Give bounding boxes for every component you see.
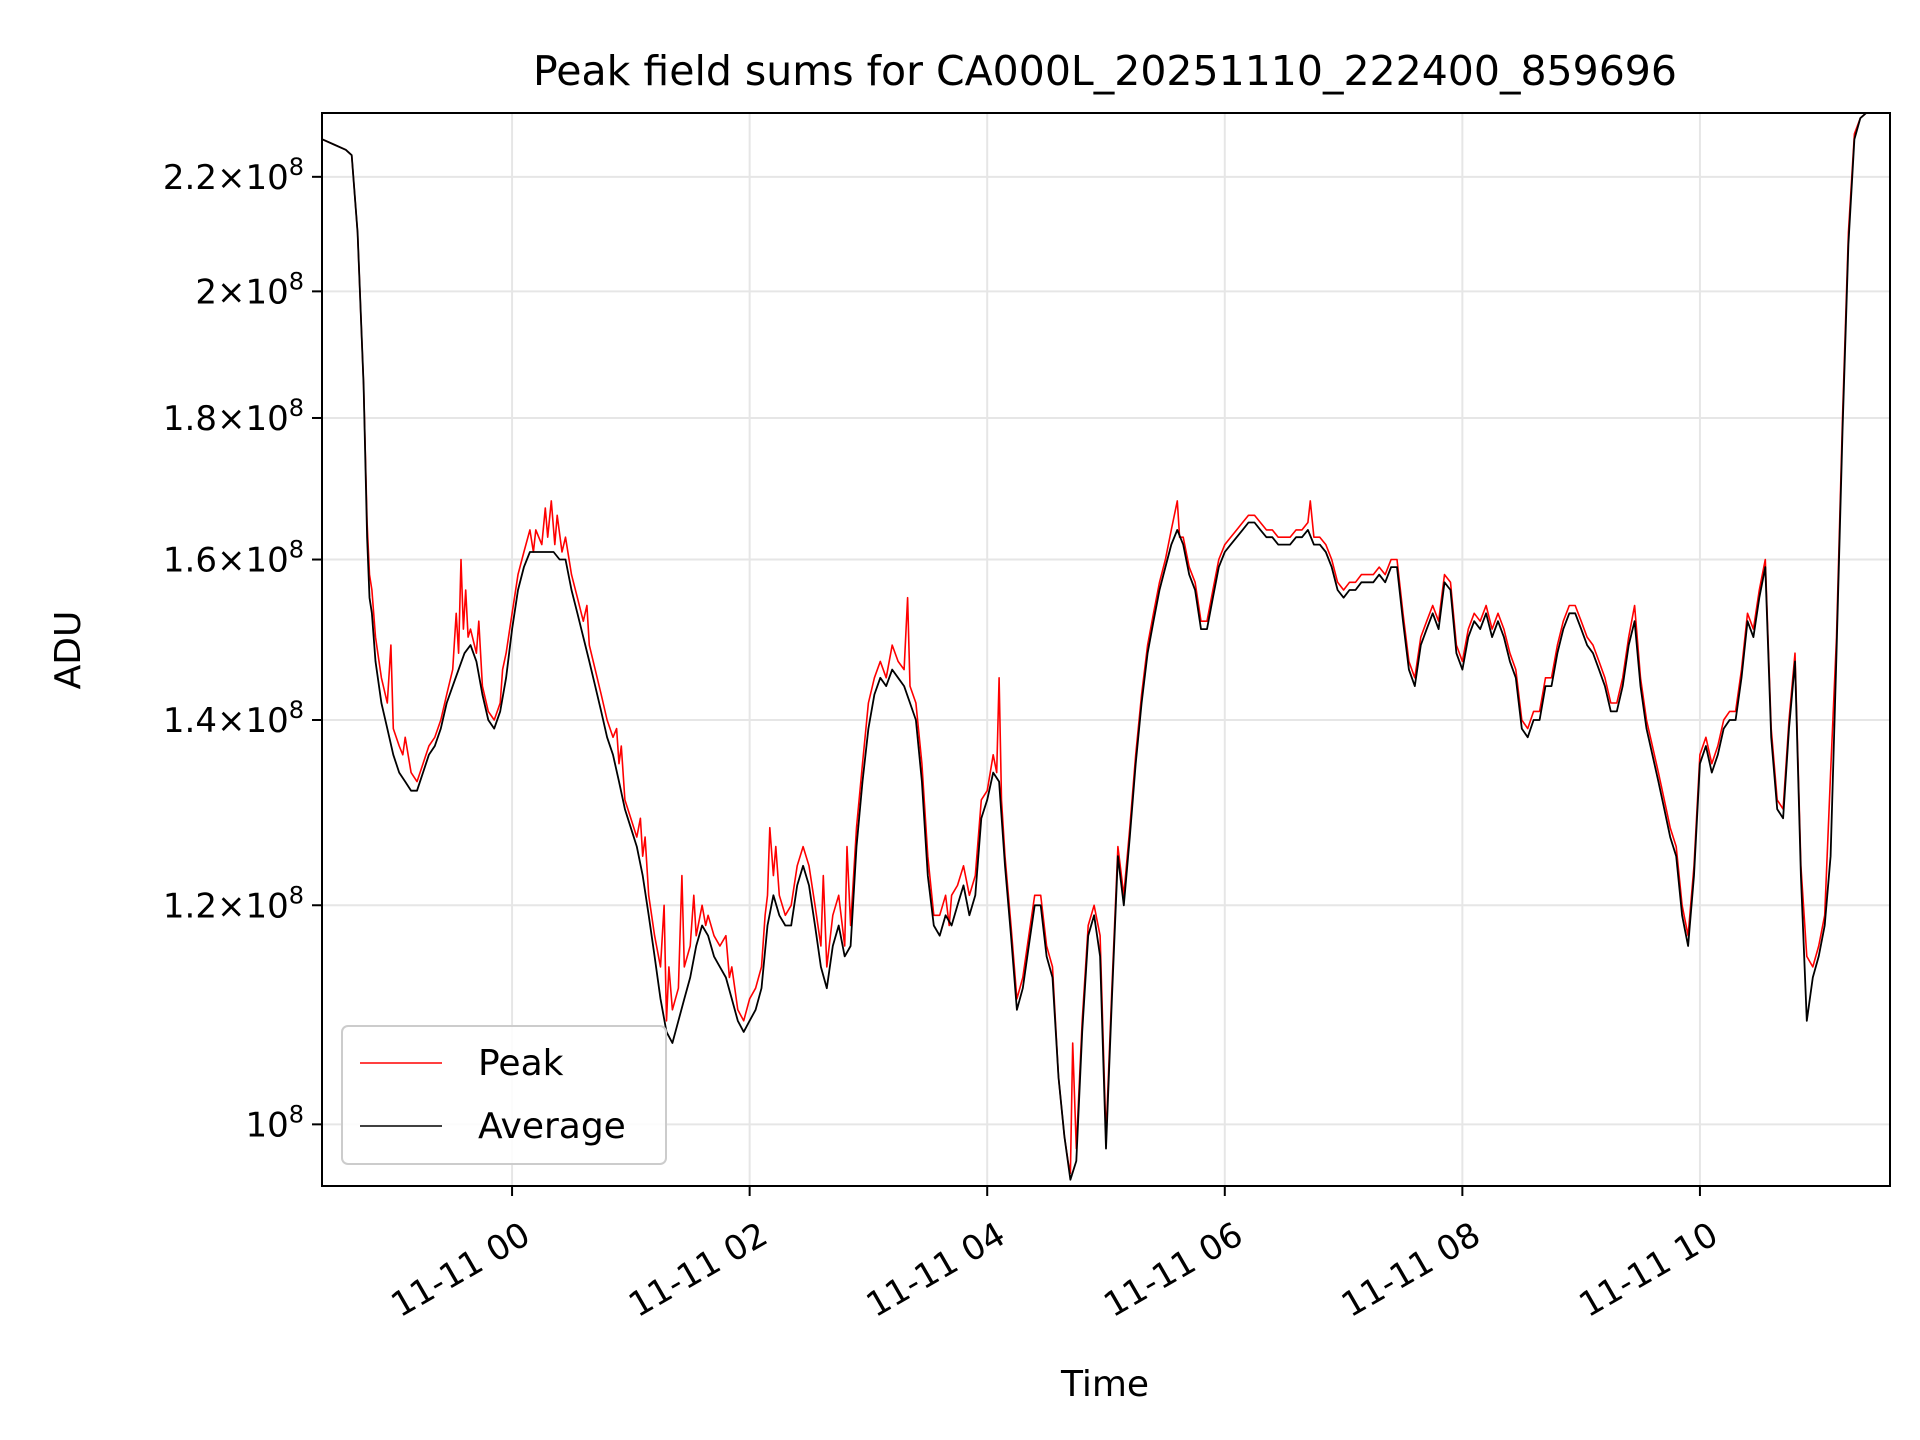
chart-title: Peak field sums for CA000L_20251110_2224… bbox=[533, 47, 1677, 95]
y-tick-label: 108 bbox=[245, 1100, 304, 1145]
grid bbox=[322, 113, 1890, 1186]
y-tick-label: 1.2×108 bbox=[163, 881, 304, 926]
y-axis: 108 1.2×108 1.4×108 1.6×108 1.8×108 2×108 2.2×… bbox=[163, 153, 322, 1145]
plot-frame bbox=[321, 112, 1891, 1187]
legend-box bbox=[341, 1025, 667, 1165]
y-tick-label: 2×108 bbox=[195, 267, 304, 312]
legend-label-peak: Peak bbox=[478, 1043, 564, 1084]
y-tick-label: 2.2×108 bbox=[163, 153, 304, 198]
x-axis-label: Time bbox=[1060, 1364, 1149, 1405]
y-tick-label: 1.4×108 bbox=[163, 696, 304, 741]
legend: Peak Average bbox=[341, 1025, 667, 1165]
y-axis-label: ADU bbox=[48, 611, 89, 690]
legend-label-average: Average bbox=[478, 1106, 626, 1147]
series-line-average bbox=[322, 113, 1867, 1181]
plot-lines bbox=[322, 113, 1867, 1181]
y-tick-label: 1.6×108 bbox=[163, 536, 304, 581]
y-tick-label: 1.8×108 bbox=[163, 394, 304, 439]
